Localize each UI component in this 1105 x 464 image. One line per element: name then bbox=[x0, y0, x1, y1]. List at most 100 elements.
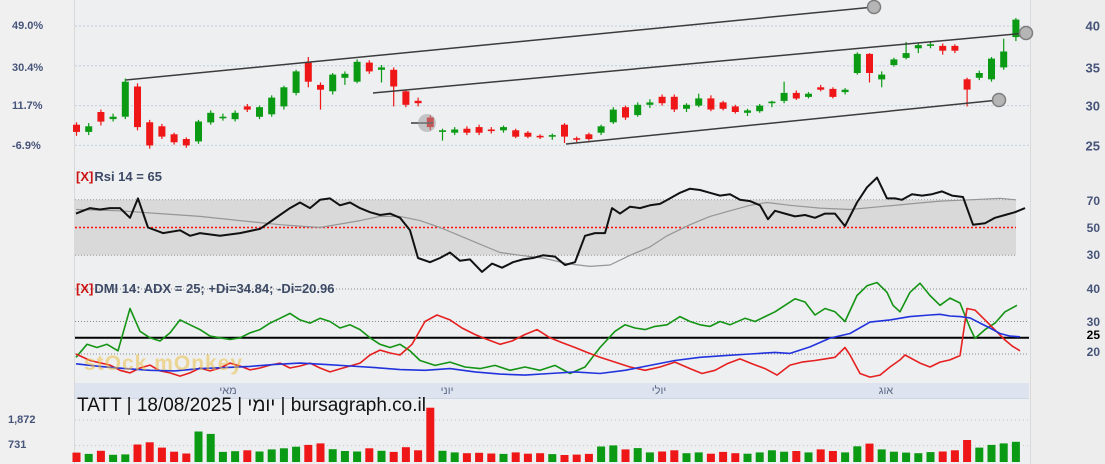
volume-bar bbox=[816, 449, 825, 462]
volume-bar bbox=[536, 453, 545, 462]
candle-body bbox=[695, 98, 703, 106]
candle-body bbox=[902, 53, 910, 58]
volume-bar bbox=[279, 448, 288, 462]
candle-body bbox=[573, 138, 581, 140]
volume-bar bbox=[609, 445, 618, 462]
candle-body bbox=[134, 86, 141, 128]
volume-bar bbox=[292, 446, 301, 462]
candle-body bbox=[341, 73, 349, 78]
candle-body bbox=[268, 97, 276, 115]
volume-bar bbox=[84, 453, 93, 462]
minus-di-line bbox=[75, 307, 1021, 378]
dmi-remove-button[interactable]: [X] bbox=[76, 281, 94, 296]
trendline-handle-selected[interactable] bbox=[418, 114, 436, 132]
candle-body bbox=[304, 62, 312, 82]
volume-bar bbox=[633, 448, 642, 462]
volume-axis-label: 731 bbox=[8, 438, 27, 451]
chart-caption: TATT | 18/08/2025 | יומי | bursagraph.co… bbox=[77, 395, 426, 416]
candle-body bbox=[561, 124, 568, 137]
plus-di-line bbox=[75, 281, 1018, 375]
price-axis-label: 25 bbox=[1085, 138, 1100, 153]
volume-bar bbox=[767, 450, 776, 462]
trendline-handle[interactable] bbox=[866, 0, 882, 15]
watermark: stOck mOnkey bbox=[84, 352, 244, 375]
volume-bar bbox=[121, 454, 130, 462]
trendline[interactable] bbox=[125, 6, 875, 81]
volume-axis-label: 1,872 bbox=[8, 414, 36, 426]
trendline-handle[interactable] bbox=[1018, 25, 1034, 41]
candle-body bbox=[1000, 51, 1008, 68]
price-axis-pct-label: 11.7% bbox=[12, 99, 43, 112]
volume-bar bbox=[658, 451, 667, 462]
volume-bar bbox=[316, 443, 325, 462]
volume-bar bbox=[377, 450, 386, 462]
volume-bar bbox=[841, 452, 850, 462]
candle-body bbox=[866, 53, 873, 73]
candle-body bbox=[463, 128, 471, 133]
candle-body bbox=[780, 92, 788, 101]
rsi-axis-label: 50 bbox=[1086, 221, 1100, 235]
candle-body bbox=[646, 102, 654, 105]
volume-bar bbox=[914, 453, 923, 462]
volume-bar bbox=[206, 433, 215, 462]
volume-bar bbox=[182, 453, 191, 462]
candle-body bbox=[792, 92, 800, 99]
volume-bar bbox=[902, 452, 911, 462]
month-label-june: יוני bbox=[440, 385, 454, 397]
trendline[interactable] bbox=[565, 99, 1000, 145]
candle-body bbox=[256, 107, 263, 117]
volume-bar bbox=[670, 450, 679, 462]
rsi-remove-button[interactable]: [X] bbox=[76, 169, 94, 184]
volume-bar bbox=[950, 450, 959, 462]
rsi-smoothed-line bbox=[75, 197, 1017, 267]
trendline-handle[interactable] bbox=[991, 92, 1007, 108]
candle-body bbox=[609, 109, 617, 123]
volume-bar bbox=[450, 452, 459, 462]
candle-body bbox=[317, 84, 324, 90]
price-axis-pct-label: -6.9% bbox=[12, 139, 41, 152]
dmi-indicator-title: [X]DMI 14: ADX = 25; +Di=34.84; -Di=20.9… bbox=[76, 281, 334, 296]
volume-bar bbox=[462, 453, 471, 462]
month-label-may: מאי bbox=[219, 385, 237, 397]
volume-bar bbox=[328, 449, 337, 462]
candle-body bbox=[683, 104, 690, 109]
rsi-line bbox=[75, 176, 1026, 273]
candle-body bbox=[231, 112, 239, 120]
candle-body bbox=[878, 74, 886, 80]
adx-line bbox=[75, 313, 1021, 376]
dmi-axis-label: 40 bbox=[1086, 282, 1100, 296]
candle-body bbox=[707, 98, 715, 110]
volume-bar bbox=[621, 449, 630, 462]
candle-body bbox=[719, 102, 727, 109]
candle-body bbox=[170, 134, 178, 143]
trendline[interactable] bbox=[372, 32, 1027, 94]
volume-bar bbox=[157, 447, 166, 462]
candle-body bbox=[634, 104, 642, 116]
candle-body bbox=[658, 96, 666, 104]
candle-body bbox=[414, 100, 422, 104]
candle-body bbox=[524, 132, 532, 137]
volume-bar bbox=[267, 449, 276, 462]
candle-body bbox=[451, 129, 459, 133]
candle-body bbox=[146, 122, 154, 146]
candle-body bbox=[914, 45, 922, 49]
volume-bar bbox=[133, 444, 142, 462]
volume-bar bbox=[926, 452, 935, 462]
volume-bar bbox=[780, 451, 789, 462]
month-label-july: יולי bbox=[651, 385, 667, 397]
volume-bar bbox=[694, 452, 703, 462]
candle-body bbox=[243, 106, 251, 110]
candle-body bbox=[988, 58, 995, 80]
candle-body bbox=[585, 134, 593, 140]
volume-bar bbox=[999, 443, 1008, 462]
volume-bar bbox=[340, 451, 349, 462]
right-axis-area bbox=[1030, 0, 1105, 464]
volume-bar bbox=[572, 454, 581, 462]
candle-body bbox=[280, 87, 288, 107]
candle-body bbox=[731, 106, 739, 112]
candle-body bbox=[841, 89, 849, 93]
volume-bar bbox=[975, 447, 984, 462]
dmi-axis-label: 30 bbox=[1086, 314, 1100, 329]
